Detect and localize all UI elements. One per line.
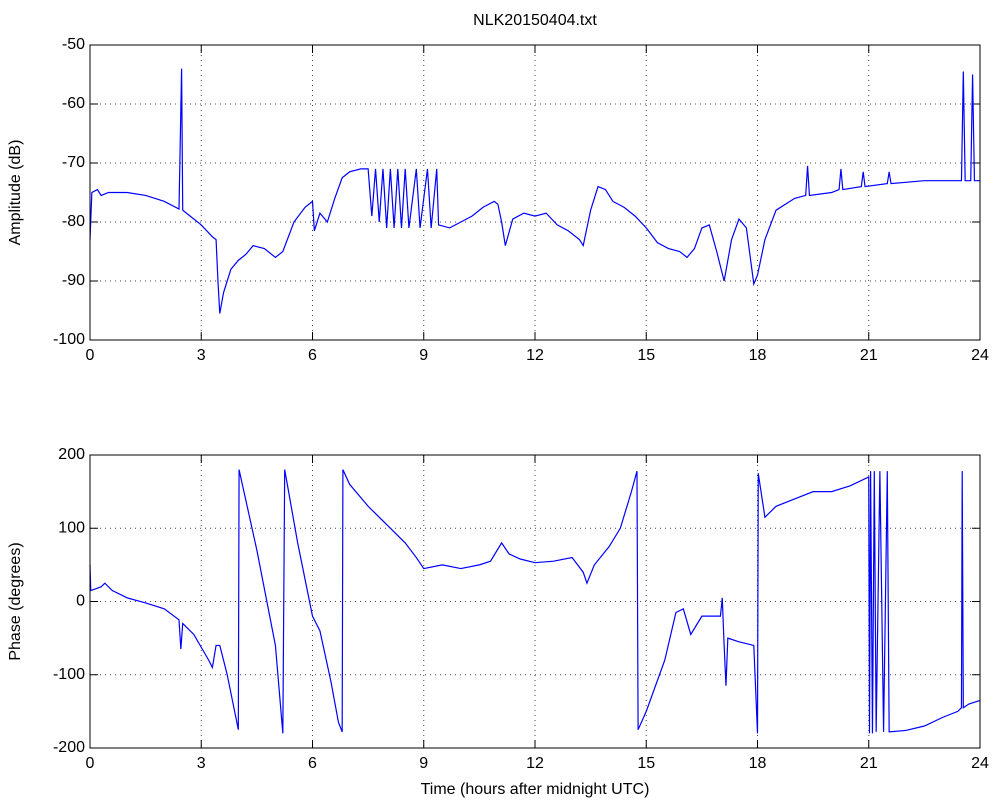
y-tick-label: 100 — [58, 519, 85, 536]
x-tick-label: 18 — [749, 347, 767, 364]
y-tick-label: -90 — [62, 272, 85, 289]
x-tick-label: 18 — [749, 755, 767, 772]
y-tick-label: 0 — [76, 593, 85, 610]
axes-box — [89, 454, 981, 749]
x-tick-label: 24 — [971, 347, 989, 364]
data-line — [89, 469, 981, 734]
x-tick-label: 0 — [86, 347, 95, 364]
y-tick-label: -100 — [53, 666, 85, 683]
x-tick-label: 21 — [860, 755, 878, 772]
x-tick-label: 3 — [197, 347, 206, 364]
x-tick-label: 12 — [526, 755, 544, 772]
x-tick-label: 6 — [308, 347, 317, 364]
x-tick-label: 21 — [860, 347, 878, 364]
y-tick-label: -70 — [62, 154, 85, 171]
y-tick-label: -60 — [62, 95, 85, 112]
y-tick-label: -80 — [62, 213, 85, 230]
y-axis-label: Amplitude (dB) — [7, 140, 24, 246]
data-line — [89, 68, 980, 314]
x-tick-label: 24 — [971, 755, 989, 772]
x-tick-label: 15 — [637, 347, 655, 364]
x-axis-label: Time (hours after midnight UTC) — [421, 781, 650, 798]
x-tick-label: 9 — [419, 347, 428, 364]
chart-title: NLK20150404.txt — [473, 12, 597, 29]
y-tick-label: -200 — [53, 739, 85, 756]
x-tick-label: 15 — [637, 755, 655, 772]
axes-box — [89, 44, 981, 341]
x-tick-label: 0 — [86, 755, 95, 772]
y-axis-label: Phase (degrees) — [7, 542, 24, 660]
x-tick-label: 12 — [526, 347, 544, 364]
x-tick-label: 3 — [197, 755, 206, 772]
y-tick-label: -100 — [53, 331, 85, 348]
y-tick-label: 200 — [58, 446, 85, 463]
x-tick-label: 9 — [419, 755, 428, 772]
y-tick-label: -50 — [62, 36, 85, 53]
x-tick-label: 6 — [308, 755, 317, 772]
